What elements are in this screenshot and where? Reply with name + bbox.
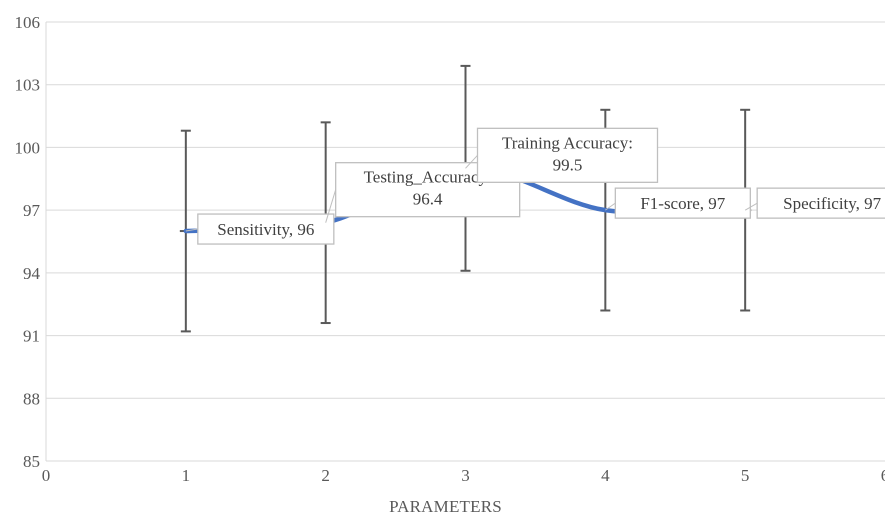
y-tick-label: 88 [23, 389, 40, 408]
x-tick-label: 6 [881, 466, 885, 485]
data-label-text: Training Accuracy: [502, 133, 633, 152]
data-label-text: F1-score, 97 [640, 194, 725, 213]
x-tick-label: 5 [741, 466, 750, 485]
data-label-leader [185, 228, 198, 232]
data-label-leader [465, 154, 478, 169]
data-label-leader [605, 202, 616, 211]
data-label-text: 99.5 [553, 155, 583, 174]
y-tick-label: 97 [23, 201, 41, 220]
data-label-leader [325, 189, 337, 223]
data-label-box [197, 213, 335, 245]
y-tick-label: 91 [23, 327, 40, 346]
y-tick-label: 85 [23, 452, 40, 471]
y-tick-label: 94 [23, 264, 41, 283]
y-tick-label: 100 [15, 138, 41, 157]
data-labels: Sensitivity, 96 Testing_Accuracy: 96.4 Trai… [185, 127, 885, 245]
data-label-text: Sensitivity, 96 [217, 220, 314, 239]
y-tick-label: 106 [15, 13, 41, 32]
data-label-box [476, 127, 659, 183]
data-label-leader [744, 202, 758, 211]
x-axis-tick-labels: 0 1 2 3 4 5 6 [42, 466, 885, 485]
data-label-text: Testing_Accuracy: [364, 168, 492, 187]
data-label-box [756, 187, 885, 219]
x-tick-label: 2 [321, 466, 330, 485]
x-tick-label: 1 [182, 466, 191, 485]
data-label-box [614, 187, 751, 219]
x-tick-label: 4 [601, 466, 610, 485]
y-tick-label: 103 [15, 76, 41, 95]
x-tick-label: 0 [42, 466, 51, 485]
data-label-text: Specificity, 97 [783, 194, 882, 213]
data-label-text: 96.4 [413, 190, 443, 209]
y-axis-tick-labels: 85 88 91 94 97 100 103 106 [15, 13, 41, 471]
x-axis-title: PARAMETERS [389, 497, 502, 516]
x-tick-label: 3 [461, 466, 470, 485]
